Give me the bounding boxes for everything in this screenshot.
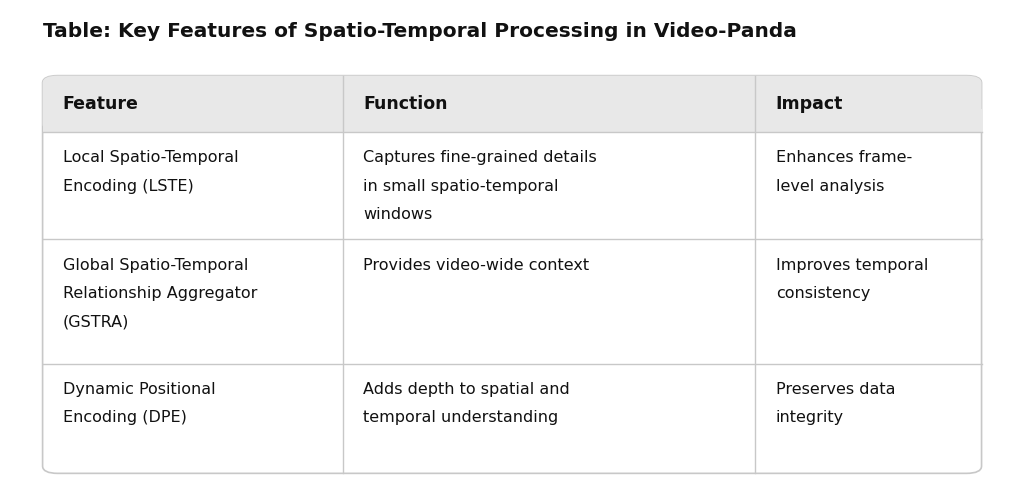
FancyBboxPatch shape: [43, 76, 982, 132]
Text: Preserves data
integrity: Preserves data integrity: [776, 382, 895, 426]
Text: Function: Function: [363, 95, 447, 113]
FancyBboxPatch shape: [43, 76, 982, 473]
Text: Feature: Feature: [63, 95, 139, 113]
Text: Impact: Impact: [776, 95, 843, 113]
Text: Dynamic Positional
Encoding (DPE): Dynamic Positional Encoding (DPE): [63, 382, 216, 426]
Text: Global Spatio-Temporal
Relationship Aggregator
(GSTRA): Global Spatio-Temporal Relationship Aggr…: [63, 258, 258, 329]
Text: Captures fine-grained details
in small spatio-temporal
windows: Captures fine-grained details in small s…: [363, 150, 597, 222]
Text: Enhances frame-
level analysis: Enhances frame- level analysis: [776, 150, 912, 194]
Bar: [43, 109, 982, 132]
Text: Table: Key Features of Spatio-Temporal Processing in Video-Panda: Table: Key Features of Spatio-Temporal P…: [43, 22, 796, 41]
Text: Provides video-wide context: Provides video-wide context: [363, 258, 589, 273]
Text: Adds depth to spatial and
temporal understanding: Adds depth to spatial and temporal under…: [363, 382, 570, 426]
Text: Improves temporal
consistency: Improves temporal consistency: [776, 258, 928, 301]
Text: Local Spatio-Temporal
Encoding (LSTE): Local Spatio-Temporal Encoding (LSTE): [63, 150, 238, 194]
